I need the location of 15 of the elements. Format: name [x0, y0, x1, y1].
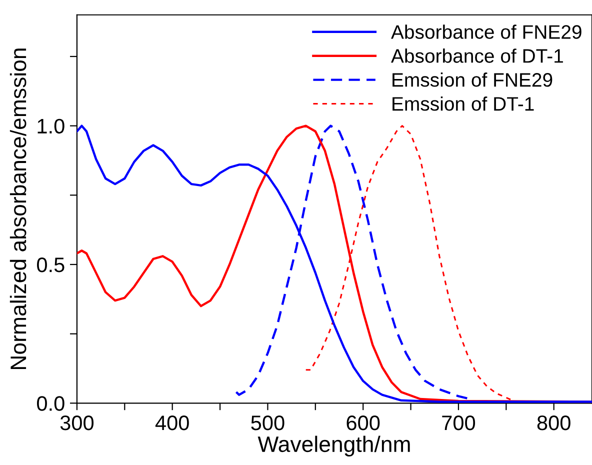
x-axis-title: Wavelength/nm [258, 436, 410, 456]
x-tick-label: 600 [346, 416, 380, 430]
x-tick-label: 800 [537, 416, 570, 430]
legend-label: Emssion of DT-1 [392, 96, 534, 111]
y-axis-title: Normalized absorbance/emssion [10, 48, 26, 369]
legend-label: Absorbance of FNE29 [391, 24, 582, 39]
y-tick-label: 0.0 [37, 396, 64, 411]
legend-label: Emssion of FNE29 [392, 72, 552, 87]
x-tick-label: 300 [60, 416, 94, 430]
x-tick-label: 500 [251, 416, 284, 430]
x-tick-label: 400 [155, 416, 189, 430]
x-tick-label: 700 [442, 416, 476, 430]
legend-label: Absorbance of DT-1 [391, 48, 563, 63]
y-tick-label: 0.5 [37, 257, 64, 272]
y-tick-label: 1.0 [38, 118, 64, 134]
